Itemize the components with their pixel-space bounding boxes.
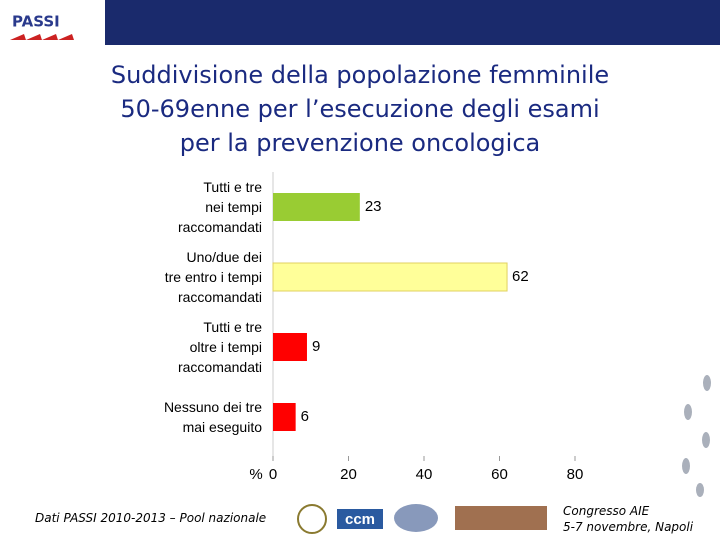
source-note: Dati PASSI 2010-2013 – Pool nazionale (35, 511, 267, 525)
y-tick-label: Tutti e tre oltre i tempi raccomandati (177, 319, 262, 375)
x-tick-label: 0 (269, 466, 277, 483)
logo-ccm: ccm (345, 511, 375, 528)
logo: PASSI (12, 13, 60, 31)
footprints (682, 375, 711, 497)
value-label: 9 (312, 338, 320, 355)
bar (273, 333, 307, 361)
chart-title: Suddivisione della popolazione femminile… (110, 61, 610, 157)
x-tick-label: 80 (567, 466, 584, 483)
logo-ccm-box (337, 509, 383, 529)
logo-feet (10, 34, 74, 40)
logo-cisps (394, 504, 438, 532)
logo-aie (455, 506, 547, 530)
x-tick-label: 40 (416, 466, 433, 483)
value-label: 62 (512, 268, 529, 285)
x-tick-label: 60 (491, 466, 508, 483)
y-tick-label: Tutti e tre nei tempi raccomandati (177, 179, 262, 235)
x-axis-label: % (249, 466, 262, 483)
logo-iss (297, 504, 327, 534)
header-bar (105, 0, 720, 45)
y-tick-label: Uno/due dei tre entro i tempi raccomanda… (164, 249, 262, 305)
y-tick-label: Nessuno dei tre mai eseguito (163, 399, 262, 435)
event-note: Congresso AIE 5-7 novembre, Napoli (563, 504, 694, 534)
bar (273, 403, 296, 431)
x-tick-label: 20 (340, 466, 357, 483)
value-label: 23 (365, 198, 382, 215)
value-label: 6 (301, 408, 309, 425)
bar (273, 193, 360, 221)
bar (272, 262, 508, 292)
